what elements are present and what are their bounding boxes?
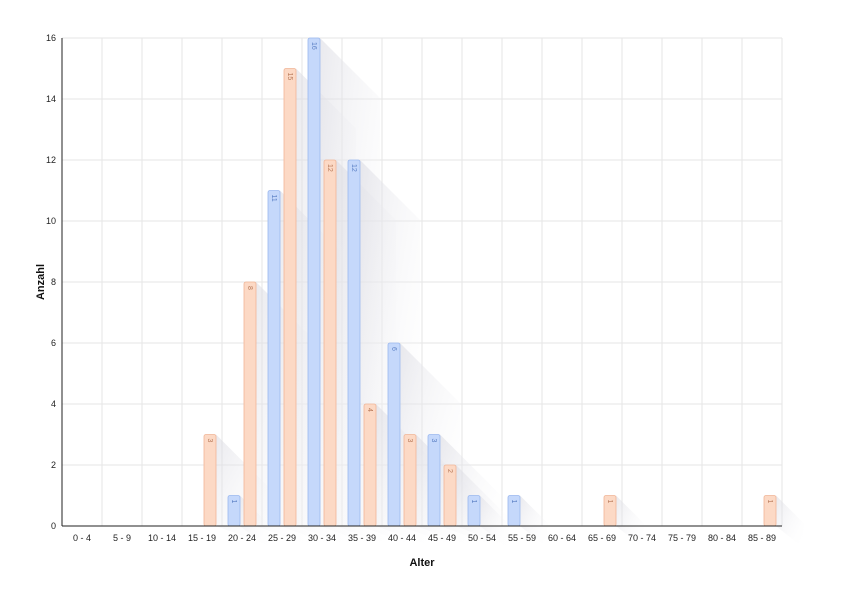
bar-value-label: 1: [470, 500, 477, 504]
bar: [363, 403, 377, 527]
x-tick-label: 80 - 84: [708, 533, 736, 543]
bar: [307, 37, 321, 527]
x-tick-label: 30 - 34: [308, 533, 336, 543]
bar-value-label: 3: [406, 439, 413, 443]
bar-value-label: 12: [326, 164, 333, 172]
x-tick-label: 75 - 79: [668, 533, 696, 543]
bar-shadows: [216, 38, 804, 548]
bar: [323, 159, 337, 527]
x-tick-label: 25 - 29: [268, 533, 296, 543]
bar-value-label: 8: [246, 286, 253, 290]
x-tick-label: 0 - 4: [73, 533, 91, 543]
x-tick-label: 5 - 9: [113, 533, 131, 543]
y-tick-label: 14: [46, 94, 56, 104]
bar-value-label: 1: [606, 500, 613, 504]
bar-value-label: 11: [270, 195, 277, 202]
bar: [387, 342, 401, 527]
bar-value-label: 1: [230, 500, 237, 504]
x-tick-label: 85 - 89: [748, 533, 776, 543]
x-tick-label: 65 - 69: [588, 533, 616, 543]
bar-value-label: 16: [310, 42, 317, 50]
y-axis-title: Anzahl: [35, 264, 47, 300]
bar-value-label: 1: [766, 500, 773, 504]
bar-value-label: 2: [446, 469, 453, 473]
bar: [347, 159, 361, 527]
bar-shadow: [520, 495, 548, 548]
bar-value-label: 3: [206, 439, 213, 443]
y-tick-label: 2: [51, 460, 56, 470]
y-tick-label: 16: [46, 33, 56, 43]
x-tick-label: 15 - 19: [188, 533, 216, 543]
y-tick-label: 8: [51, 277, 56, 287]
x-tick-label: 35 - 39: [348, 533, 376, 543]
bar: [267, 190, 281, 527]
x-tick-label: 55 - 59: [508, 533, 536, 543]
x-axis-title: Alter: [409, 557, 435, 569]
x-tick-label: 10 - 14: [148, 533, 176, 543]
bar-value-label: 12: [350, 164, 357, 172]
bar: [443, 464, 457, 527]
bar-value-label: 6: [390, 347, 397, 351]
bar-value-label: 3: [430, 439, 437, 443]
bar: [427, 434, 441, 527]
bar-shadow: [616, 495, 644, 548]
bar: [203, 434, 217, 527]
y-tick-label: 6: [51, 338, 56, 348]
x-tick-label: 40 - 44: [388, 533, 416, 543]
y-tick-label: 4: [51, 399, 56, 409]
bar-value-label: 15: [286, 73, 293, 81]
bar: [243, 281, 257, 527]
x-tick-label: 20 - 24: [228, 533, 256, 543]
bar-value-label: 1: [510, 500, 517, 504]
bar-value-label: 4: [366, 408, 373, 412]
y-tick-label: 10: [46, 216, 56, 226]
x-tick-label: 45 - 49: [428, 533, 456, 543]
y-tick-label: 12: [46, 155, 56, 165]
bar-shadow: [456, 465, 511, 548]
y-tick-label: 0: [51, 521, 56, 531]
x-tick-label: 70 - 74: [628, 533, 656, 543]
bar: [283, 68, 297, 527]
x-tick-label: 60 - 64: [548, 533, 576, 543]
x-tick-label: 50 - 54: [468, 533, 496, 543]
bar: [403, 434, 417, 527]
bar-shadow: [776, 495, 804, 548]
